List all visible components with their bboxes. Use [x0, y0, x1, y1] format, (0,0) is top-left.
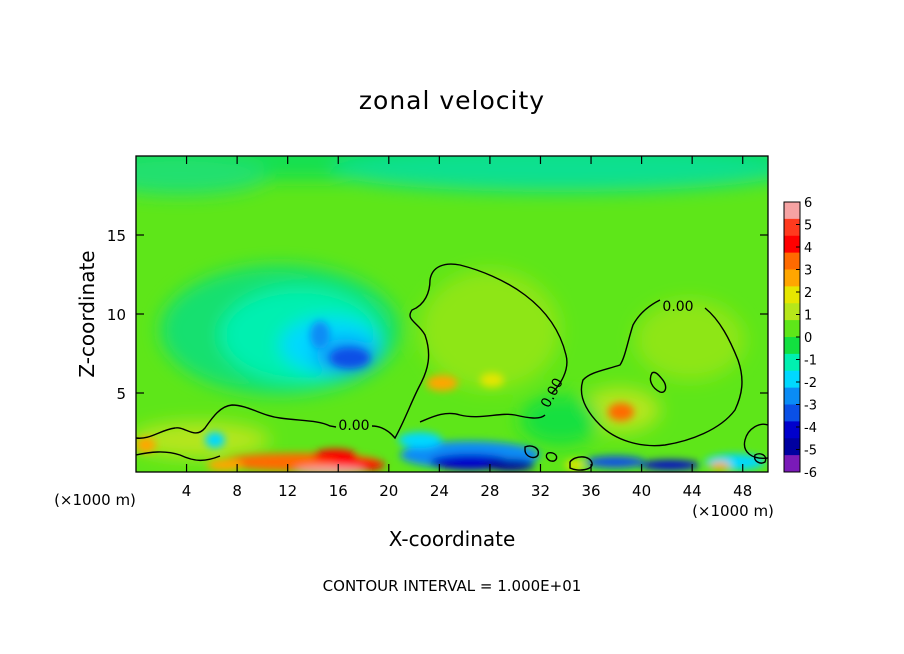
colorbar-label: -6	[804, 466, 817, 481]
colorbar-swatch	[784, 303, 800, 321]
x-axis: 4 8 12 16 20 24 28 32 36 40 44 48	[182, 156, 752, 500]
colorbar-swatch	[784, 286, 800, 304]
contour-line	[524, 445, 539, 459]
colorbar-label: 6	[804, 196, 812, 211]
contour-interval-note: CONTOUR INTERVAL = 1.000E+01	[322, 577, 582, 595]
y-axis-label: Z-coordinate	[75, 250, 99, 377]
x-tick-label: 36	[581, 482, 600, 500]
x-tick-label: 24	[430, 482, 449, 500]
colorbar-label: -2	[804, 376, 817, 391]
colorbar-label: -5	[804, 444, 817, 459]
colorbar-label: 2	[804, 286, 812, 301]
colorbar-label: 5	[804, 219, 812, 234]
colorbar-swatch	[784, 421, 800, 439]
contour-line	[136, 404, 337, 439]
colorbar-label: -3	[804, 399, 817, 414]
x-tick-label: 20	[379, 482, 398, 500]
y-tick-label: 10	[107, 306, 126, 324]
x-tick-label: 48	[733, 482, 752, 500]
x-tick-label: 32	[531, 482, 550, 500]
contour-line	[580, 299, 743, 447]
colorbar-swatch	[784, 438, 800, 456]
colorbar-swatch	[784, 202, 800, 220]
y-tick-label: 15	[107, 227, 126, 245]
contour-label: 0.00	[338, 418, 369, 434]
contour-line	[371, 263, 568, 440]
chart-title: zonal velocity	[358, 86, 546, 115]
colorbar-swatch	[784, 455, 800, 473]
x-unit-right: (×1000 m)	[692, 502, 774, 520]
colorbar-swatch	[784, 337, 800, 355]
contour-line	[419, 412, 546, 423]
x-axis-label: X-coordinate	[389, 527, 516, 551]
colorbar-label: 4	[804, 241, 812, 256]
x-tick-label: 4	[182, 482, 192, 500]
colorbar-swatch	[784, 235, 800, 254]
x-unit-left: (×1000 m)	[54, 491, 136, 509]
x-tick-label: 28	[480, 482, 499, 500]
colorbar-swatch	[784, 320, 800, 338]
y-tick-label: 5	[116, 385, 126, 403]
colorbar-swatch	[784, 218, 800, 237]
x-tick-label: 12	[278, 482, 297, 500]
x-tick-label: 8	[232, 482, 242, 500]
colorbar-swatch	[784, 404, 800, 422]
y-axis: 5 10 15	[107, 227, 768, 403]
contour-line	[649, 371, 667, 393]
contour-line	[545, 451, 558, 462]
colorbar-swatch	[784, 387, 800, 405]
colorbar-swatch	[784, 353, 800, 372]
heatmap-field	[136, 156, 768, 472]
x-tick-label: 40	[632, 482, 651, 500]
contour-line	[753, 453, 767, 464]
colorbar-label: 1	[804, 309, 812, 324]
contour-line	[569, 456, 593, 471]
colorbar-label: -1	[804, 354, 817, 369]
contour-line	[743, 423, 768, 459]
colorbar-label: 3	[804, 264, 812, 279]
colorbar-swatch	[784, 269, 800, 287]
x-tick-label: 44	[683, 482, 702, 500]
x-tick-label: 16	[329, 482, 348, 500]
colorbar: 6 5 4 3 2 1 0 -1 -2 -3 -4 -5 -6	[783, 196, 817, 481]
contour-label: 0.00	[662, 299, 693, 315]
colorbar-swatch	[784, 252, 800, 270]
contour-line	[136, 451, 221, 462]
zero-contours	[136, 263, 768, 471]
colorbar-label: -4	[804, 421, 817, 436]
colorbar-swatch	[784, 370, 800, 389]
colorbar-label: 0	[804, 331, 812, 346]
